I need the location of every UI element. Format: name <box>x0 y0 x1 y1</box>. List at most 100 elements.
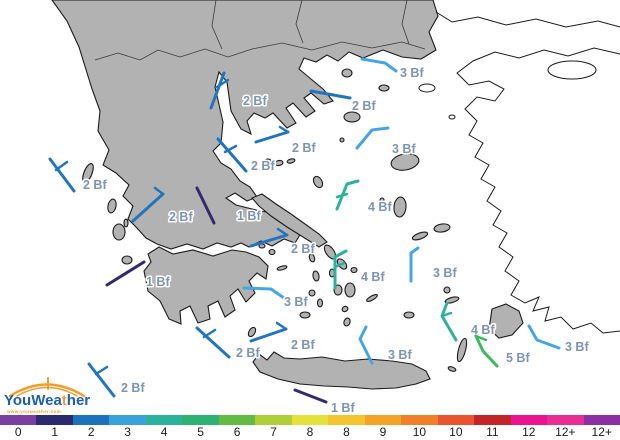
wind-barb-icon <box>293 388 328 404</box>
wind-barb-icon <box>527 324 561 350</box>
island <box>393 196 407 218</box>
island <box>82 163 94 183</box>
scale-segment: 12+ <box>583 415 620 440</box>
scale-segment: 3 <box>109 415 146 440</box>
wind-barb-feather <box>275 321 288 331</box>
wind-report: 5 Bf <box>474 334 532 368</box>
scale-segment: 1 <box>36 415 73 440</box>
mainland-greece <box>51 0 439 250</box>
wind-barb-feather <box>440 311 453 318</box>
scale-tick-label: 8 <box>343 425 350 439</box>
logo-text-t: t <box>61 392 67 409</box>
scale-color-swatch <box>218 415 256 425</box>
turkey-coastline <box>418 11 620 334</box>
scale-segment: 12+ <box>547 415 584 440</box>
wind-speed-label: 2 Bf <box>291 338 315 352</box>
wind-speed-label: 2 Bf <box>243 94 267 108</box>
wind-report: 2 Bf <box>309 89 378 115</box>
wind-barb-feather <box>474 334 488 342</box>
wind-barb-icon <box>249 233 289 248</box>
scale-segment: 11 <box>474 415 511 440</box>
scale-segment: 8 <box>328 415 365 440</box>
umbrella-icon <box>8 377 86 398</box>
scale-color-swatch <box>255 415 292 425</box>
island <box>276 265 288 271</box>
wind-speed-label: 2 Bf <box>121 381 145 395</box>
wind-speed-label: 3 Bf <box>388 348 412 362</box>
scale-color-swatch <box>145 415 183 425</box>
scale-segment: 0 <box>0 415 37 440</box>
logo-text-right: her <box>66 392 91 409</box>
wind-report: 4 Bf <box>333 249 387 290</box>
youweather-logo[interactable]: YouWeather www.youweather.com <box>2 372 102 416</box>
wind-speed-label: 4 Bf <box>368 200 392 214</box>
wind-barb-icon <box>242 286 286 300</box>
scale-color-swatch <box>437 415 475 425</box>
island <box>447 366 457 372</box>
wind-barb-icon <box>249 327 288 343</box>
wind-barb-icon <box>309 89 352 100</box>
wind-barb-icon <box>48 157 76 193</box>
wind-speed-label: 3 Bf <box>284 295 308 309</box>
logo-text-left: YouWea <box>4 392 62 409</box>
wind-report: 2 Bf <box>48 157 109 194</box>
wind-speed-label: 3 Bf <box>565 340 589 354</box>
wind-barb-feather <box>335 192 349 199</box>
island <box>247 326 257 338</box>
island <box>316 298 324 308</box>
scale-segment: 12 <box>510 415 548 440</box>
island <box>308 253 316 263</box>
wind-report: 2 Bf <box>195 326 262 362</box>
marmara-peninsula <box>547 60 597 80</box>
wind-speed-label: 3 Bf <box>400 66 424 80</box>
island <box>299 311 311 319</box>
scale-tick-label: 11 <box>486 425 499 439</box>
island <box>312 175 324 189</box>
island <box>107 198 117 214</box>
wind-barb-feather <box>153 186 165 196</box>
scale-color-swatch <box>36 415 73 425</box>
island <box>312 270 320 282</box>
wind-speed-label: 2 Bf <box>236 346 260 360</box>
island <box>366 293 378 303</box>
rhodes-island <box>488 303 524 339</box>
wind-report: 3 Bf <box>527 324 591 356</box>
scale-tick-label: 9 <box>379 425 387 439</box>
island <box>433 223 451 233</box>
wind-barb-icon <box>335 179 360 211</box>
scale-color-swatch <box>109 415 146 425</box>
wind-report: 2 Bf <box>209 71 269 110</box>
wind-barb-feather <box>278 125 290 134</box>
island <box>123 218 129 228</box>
wind-report: 2 Bf <box>249 227 317 258</box>
euboea-island <box>251 193 328 248</box>
island <box>443 286 451 294</box>
wind-speed-label: 2 Bf <box>352 99 376 113</box>
scale-color-swatch <box>328 415 365 425</box>
island <box>444 296 460 304</box>
island <box>350 266 358 274</box>
island <box>268 248 276 256</box>
wind-barb-icon <box>333 249 348 290</box>
wind-speed-label: 4 Bf <box>361 270 385 284</box>
island <box>403 311 415 319</box>
wind-report: 4 Bf <box>440 301 497 342</box>
imbros-island <box>418 83 436 93</box>
scale-segment: 4 <box>145 415 183 440</box>
island <box>390 153 420 171</box>
wind-speed-label: 2 Bf <box>169 210 193 224</box>
wind-barb-feather <box>54 160 69 172</box>
scale-tick-label: 2 <box>87 425 95 439</box>
island <box>344 282 356 298</box>
scale-segment: 9 <box>364 415 402 440</box>
country-borders <box>94 0 426 61</box>
island <box>378 84 390 92</box>
wind-report: 2 Bf <box>216 137 277 175</box>
scale-color-swatch <box>547 415 584 425</box>
wind-report: 2 Bf <box>249 321 317 354</box>
wind-barb-icon <box>358 325 374 365</box>
scale-tick-label: 8 <box>306 425 314 439</box>
wind-barb-icon <box>216 137 248 173</box>
greece-wind-map: 3 Bf 2 Bf 2 Bf 2 Bf 3 Bf 2 Bf 2 Bf 4 Bf 2 Bf 1 Bf… <box>48 0 620 416</box>
